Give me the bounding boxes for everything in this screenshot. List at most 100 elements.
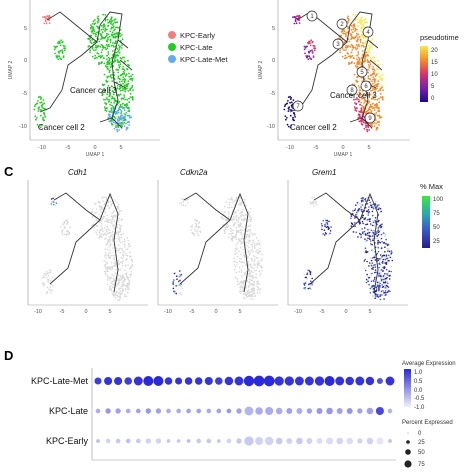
dot-2-10 — [196, 438, 202, 444]
b-xtick-4: 5 — [367, 145, 370, 151]
a-xlabel: UMAP 1 — [86, 152, 105, 158]
panel-b: -10 -5 0 5 UMAP 1 5 0 -5 -10 UMAP 2 1 2 3 4… — [258, 0, 459, 158]
b-node-label-2: 2 — [340, 22, 344, 28]
dot-0-28 — [376, 378, 383, 384]
dot-0-19 — [284, 376, 294, 386]
c-xtick-1-1: -10 — [34, 309, 42, 315]
dot-2-19 — [286, 438, 293, 444]
b-node-label-3: 3 — [336, 42, 340, 48]
dot-1-19 — [286, 408, 293, 414]
a-trajectory — [39, 11, 133, 129]
dot-1-8 — [176, 408, 181, 414]
dot-0-24 — [335, 376, 345, 386]
dot-2-22 — [316, 438, 323, 444]
dot-1-3 — [125, 408, 131, 414]
dot-0-27 — [365, 376, 375, 386]
dot-0-23 — [324, 375, 335, 387]
dot-0-11 — [204, 376, 213, 386]
dot-2-15 — [244, 436, 254, 446]
dot-2-3 — [125, 438, 131, 444]
d-row-label-late: KPC-Late — [49, 406, 88, 416]
b-cluster-label-3: Cancer cell 3 — [330, 91, 377, 100]
panel-label-c: C — [4, 164, 14, 179]
dot-0-3 — [124, 377, 132, 385]
d-dot-plot — [94, 375, 395, 446]
d-avg-tick-5: -1.0 — [414, 405, 425, 411]
c-legend-tick-100: 100 — [433, 197, 444, 203]
a-ytick-4: -10 — [19, 124, 27, 130]
dot-2-0 — [96, 439, 100, 443]
dot-0-15 — [243, 375, 255, 387]
b-node-label-4: 4 — [366, 30, 370, 36]
b-legend-tick-0: 0 — [431, 96, 435, 102]
c-feature-plot-1: -10 -5 0 5 — [27, 180, 148, 315]
a-legend-late: KPC-Late — [180, 43, 213, 52]
b-legend-tick-20: 20 — [431, 48, 438, 54]
dot-2-16 — [255, 436, 264, 446]
dot-1-6 — [155, 408, 162, 414]
a-ylabel: UMAP 2 — [8, 61, 14, 80]
dot-0-22 — [314, 376, 325, 386]
dot-2-14 — [236, 438, 242, 444]
dot-0-2 — [114, 376, 123, 386]
c-xtick-2-3: 0 — [214, 309, 217, 315]
d-avg-tick-1: 1.0 — [414, 370, 423, 376]
dot-1-5 — [145, 408, 151, 414]
b-node-7 — [292, 100, 304, 112]
a-ytick-2: 0 — [24, 58, 27, 64]
dot-0-21 — [304, 376, 314, 386]
d-colorbar — [404, 369, 411, 407]
c-gene-title-3: Grem1 — [312, 168, 336, 177]
c-gene-title-2: Cdkn2a — [180, 168, 208, 177]
d-pct-dot-50 — [405, 449, 411, 455]
a-xtick-3: 0 — [93, 145, 96, 151]
b-trajectory-nodes: 1 2 3 4 5 6 7 8 9 — [292, 10, 376, 124]
b-node-8 — [346, 84, 358, 96]
c-xtick-1-4: 5 — [108, 309, 111, 315]
dot-1-4 — [135, 408, 141, 414]
dot-0-4 — [133, 376, 143, 386]
dot-0-12 — [215, 377, 223, 385]
b-node-label-9: 9 — [368, 116, 372, 122]
b-node-6 — [360, 80, 372, 92]
c-xtick-2-1: -10 — [164, 309, 172, 315]
b-legend-tick-5: 5 — [431, 84, 435, 90]
dot-0-16 — [253, 375, 265, 387]
b-node-label-1: 1 — [310, 14, 314, 20]
panel-a: -10 -5 0 5 UMAP 1 5 0 -5 -10 UMAP 2 Canc… — [8, 0, 228, 158]
dot-2-18 — [275, 437, 283, 445]
dot-1-17 — [265, 406, 274, 416]
dot-1-10 — [196, 408, 202, 414]
a-cell-points — [33, 13, 134, 133]
dot-1-25 — [346, 408, 353, 414]
d-pct-tick-0: 0 — [418, 431, 422, 437]
b-ytick-3: -5 — [270, 91, 275, 97]
dot-1-29 — [387, 408, 393, 414]
c-gene-title-1: Cdh1 — [68, 168, 87, 177]
dot-2-5 — [145, 438, 151, 444]
a-cluster-label-2: Cancer cell 2 — [38, 123, 85, 132]
b-legend-tick-15: 15 — [431, 60, 438, 66]
d-legend: Average Expression 1.0 0.5 0.0 -0.5 -1.0… — [402, 361, 456, 468]
dot-2-12 — [216, 439, 221, 443]
panel-c: Cdh1 Cdkn2a Grem1 -10 -5 0 5 -10 -5 0 5 -10 -5 0 5 … — [27, 168, 444, 315]
dot-1-12 — [216, 408, 222, 414]
dot-0-1 — [104, 376, 113, 386]
dot-0-10 — [194, 377, 203, 385]
dot-2-6 — [155, 438, 162, 444]
c-xtick-3-3: 0 — [344, 309, 347, 315]
b-node-2 — [336, 18, 348, 30]
dot-1-7 — [166, 408, 171, 414]
dot-1-21 — [306, 408, 313, 414]
panel-d: KPC-Late-Met KPC-Late KPC-Early Average … — [31, 361, 456, 468]
a-legend-dot-met — [168, 55, 176, 63]
b-node-label-8: 8 — [350, 88, 354, 94]
a-legend-early: KPC-Early — [180, 31, 215, 40]
c-legend-title: % Max — [420, 182, 443, 191]
dot-1-15 — [244, 406, 254, 416]
a-ytick-3: -5 — [22, 91, 27, 97]
dot-2-11 — [206, 438, 212, 444]
dot-1-14 — [236, 408, 242, 414]
a-legend: KPC-Early KPC-Late KPC-Late-Met — [168, 31, 228, 64]
